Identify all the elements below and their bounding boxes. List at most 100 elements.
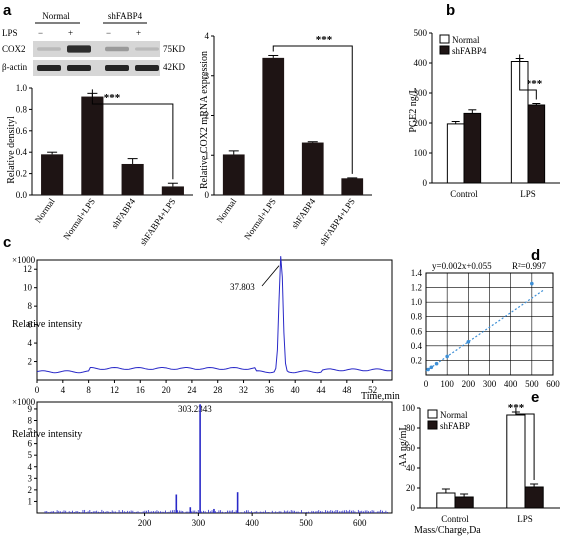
a-mrna-ylabel: Relative COX2 mRNA expression [199, 51, 210, 189]
ms-ytick-5: 6 [28, 439, 33, 449]
ms-multiplier: ×1000 [12, 397, 36, 407]
b-legend-label-1: shFABP4 [452, 46, 487, 56]
wb-group-normal: Normal [42, 11, 70, 21]
d-xtick-1: 100 [440, 379, 454, 389]
a-dens-ytick-0: 0.0 [16, 190, 28, 200]
a-mrna-ytick-3: 3 [205, 71, 210, 81]
a-dens-xtick-0: Normal [33, 196, 57, 225]
d-point-0 [426, 367, 430, 372]
b-bar-1-1 [527, 104, 546, 184]
chrom-ylabel: Relative intensity [12, 319, 82, 330]
d-equation: y=0.002x+0.055 [432, 261, 492, 271]
chart-d-standard-curve: y=0.002x+0.055 R²=0.997 0 100 200 300 400 500… [411, 261, 561, 389]
e-bar-1-1 [524, 486, 544, 509]
chrom-ytick-4: 10 [23, 283, 33, 293]
chrom-ytick-3: 8 [28, 301, 33, 311]
chart-c-chromatogram: ×1000 Relative intensity Time,min 37.803… [12, 255, 400, 402]
chart-a-mrna: Relative COX2 mRNA expression *** 0 1 2 3 4 N… [199, 31, 372, 247]
ms-xtick-1: 300 [192, 518, 206, 528]
d-ytick-6: 1.4 [411, 268, 423, 278]
chrom-trace [36, 256, 393, 374]
chart-c-mass-spectrum: ×1000 Relative intensity Mass/Charge,Da … [12, 397, 481, 536]
ms-ytick-4: 5 [28, 450, 33, 460]
chrom-peak-pointer [261, 265, 280, 287]
e-ytick-1: 20 [406, 483, 416, 493]
a-mrna-bar-1 [262, 57, 285, 195]
chrom-xtick-5: 20 [162, 385, 172, 395]
wb-lps-sign-1: − [38, 28, 43, 38]
e-ytick-2: 40 [406, 463, 416, 473]
ms-ytick-6: 7 [28, 427, 33, 437]
d-xtick-6: 600 [546, 379, 560, 389]
ms-ytick-8: 9 [28, 404, 33, 414]
b-ytick-3: 300 [414, 88, 428, 98]
a-dens-bar-3 [161, 186, 184, 195]
e-ylabel: AA ng/mL [398, 424, 409, 467]
chrom-frame [36, 259, 393, 381]
wb-band-cox2-1 [37, 47, 61, 51]
chrom-xtick-7: 28 [213, 385, 223, 395]
a-mrna-significance-bracket [272, 45, 353, 174]
chrom-xtick-11: 44 [317, 385, 327, 395]
a-dens-ylabel: Relative densityl [6, 116, 17, 184]
a-mrna-ytick-4: 4 [205, 31, 210, 41]
chrom-peak-label: 37.803 [230, 282, 255, 292]
b-ytick-0: 0 [423, 178, 428, 188]
a-mrna-xtick-1: Normal+LPS [242, 196, 278, 241]
chrom-ytick-2: 6 [28, 320, 33, 330]
ms-ytick-3: 4 [28, 462, 33, 472]
ms-ytick-1: 2 [28, 485, 33, 495]
wb-lps-sign-3: − [106, 28, 111, 38]
wb-band-actin-4 [135, 65, 159, 71]
b-bar-1-0 [463, 112, 482, 184]
chrom-ytick-1: 4 [28, 338, 33, 348]
b-xtick-0: Control [450, 189, 478, 199]
ms-xtick-3: 500 [299, 518, 313, 528]
d-fit-line [425, 288, 545, 372]
a-dens-bar-0 [41, 154, 64, 195]
d-point-2 [434, 361, 439, 366]
e-bar-1-0 [454, 496, 474, 509]
wb-band-cox2-2 [67, 45, 91, 53]
chrom-xtick-0: 0 [35, 385, 40, 395]
wb-lps-label: LPS [2, 28, 18, 38]
a-mrna-bar-2 [301, 142, 324, 195]
western-blot: Normal shFABP4 LPS − + − + COX2 β-actin … [2, 11, 185, 76]
a-dens-significance: *** [104, 92, 121, 104]
ms-ytick-2: 3 [28, 473, 33, 483]
a-mrna-ytick-1: 1 [205, 150, 210, 160]
ms-xtick-4: 600 [353, 518, 367, 528]
b-legend-swatch-1 [439, 45, 450, 55]
ms-ytick-7: 8 [28, 416, 33, 426]
d-ytick-2: 0.6 [411, 326, 423, 336]
ms-ytick-0: 1 [28, 496, 33, 506]
chrom-xtick-3: 12 [110, 385, 119, 395]
a-dens-ytick-1: 0.2 [16, 169, 27, 179]
e-xtick-0: Control [441, 514, 469, 524]
chrom-xtick-6: 24 [187, 385, 197, 395]
wb-band-actin-3 [105, 65, 129, 71]
d-point-1 [429, 365, 434, 370]
d-r2: R²=0.997 [512, 261, 547, 271]
b-ylabel: PGE2 ng/L [408, 87, 419, 132]
e-ytick-5: 100 [402, 403, 416, 413]
chrom-xtick-9: 36 [265, 385, 275, 395]
chrom-ytick-0: 2 [28, 357, 33, 367]
b-ytick-1: 100 [414, 148, 428, 158]
panel-label-c: c [3, 234, 11, 251]
b-bar-0-0 [446, 123, 465, 184]
a-mrna-xtick-2: shFABP4 [289, 196, 317, 230]
ms-xtick-2: 400 [245, 518, 259, 528]
a-dens-ytick-2: 0.4 [16, 147, 28, 157]
d-xtick-4: 400 [504, 379, 518, 389]
wb-band-label-actin: β-actin [2, 62, 28, 72]
wb-lps-sign-2: + [68, 28, 73, 38]
wb-band-actin-1 [37, 65, 61, 71]
a-mrna-significance: *** [316, 34, 333, 46]
ms-frame [36, 401, 393, 514]
e-xtick-1: LPS [517, 514, 533, 524]
a-dens-ytick-3: 0.6 [16, 126, 28, 136]
panel-label-b: b [446, 2, 455, 19]
chrom-xlabel: Time,min [361, 391, 400, 402]
